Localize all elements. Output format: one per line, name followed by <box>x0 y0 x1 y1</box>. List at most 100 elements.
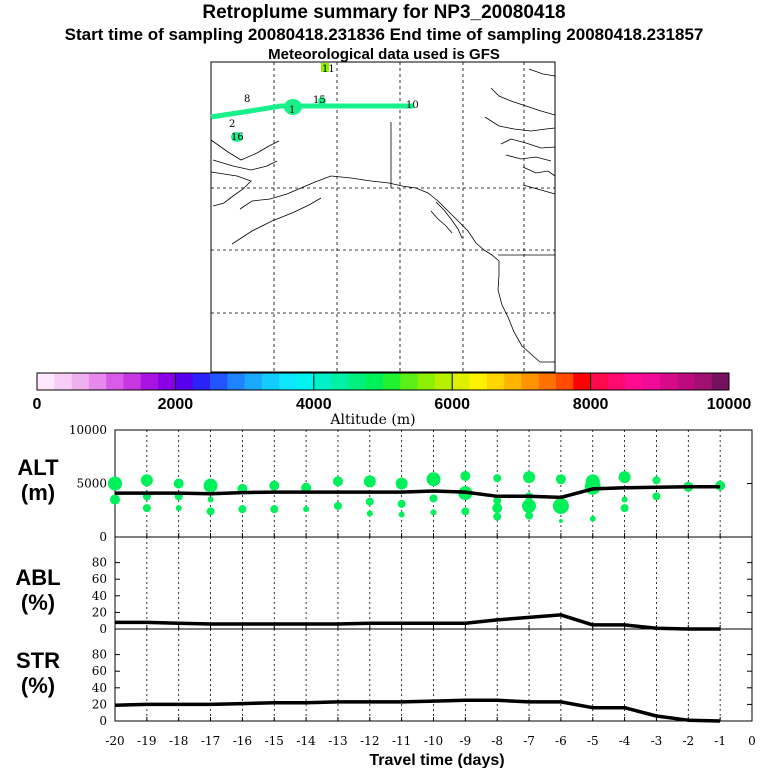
colorbar-swatch <box>348 373 366 390</box>
panel-alt: 10000 5000 0 ALT(m) <box>17 423 753 544</box>
y-tick-label: 80 <box>92 556 107 570</box>
map-day-label: 8 <box>244 94 250 105</box>
colorbar-swatch <box>677 373 695 390</box>
trajectory-map: 11 8 2 16 15 1 10 <box>210 61 556 373</box>
panel-label: ABL <box>15 565 60 590</box>
colorbar-swatch <box>434 373 453 390</box>
colorbar-swatch <box>244 373 263 390</box>
x-tick-label: -8 <box>491 734 503 748</box>
altitude-dot <box>461 507 470 516</box>
colorbar-swatch <box>538 373 557 390</box>
x-tick-label: -12 <box>360 734 379 748</box>
x-tick-label: -3 <box>651 734 663 748</box>
y-tick-label: 60 <box>92 664 107 678</box>
altitude-dot <box>552 497 569 514</box>
colorbar-swatch <box>54 373 72 390</box>
x-tick-label: -7 <box>523 734 535 748</box>
altitude-dot <box>460 471 471 482</box>
colorbar-swatch <box>210 373 228 390</box>
altitude-dot <box>493 474 502 483</box>
trajectory-blob <box>284 99 302 115</box>
altitude-dot <box>142 504 151 513</box>
altitude-dot <box>429 494 438 503</box>
colorbar-swatch <box>261 373 280 390</box>
trajectory-blob <box>318 97 326 105</box>
altitude-dot <box>269 480 280 491</box>
altitude-dot <box>492 503 503 514</box>
y-tick-label: 20 <box>92 605 107 619</box>
colorbar-swatch <box>106 373 124 390</box>
x-tick-label: -2 <box>682 734 694 748</box>
altitude-dot <box>207 496 214 503</box>
y-tick-label: 0 <box>99 714 107 728</box>
trajectory-blob <box>231 132 243 142</box>
altitude-dot <box>363 475 376 488</box>
colorbar-frame <box>36 372 730 391</box>
colorbar-swatch <box>417 373 436 390</box>
series-line-str <box>114 698 721 723</box>
colorbar-swatch <box>123 373 142 390</box>
y-tick-label: 40 <box>92 681 107 695</box>
x-tick-label: -18 <box>169 734 188 748</box>
x-tick-label: 0 <box>748 734 756 748</box>
map-day-label: 10 <box>406 100 419 111</box>
colorbar-tick-label: 6000 <box>434 396 470 413</box>
x-tick-label: -16 <box>233 734 252 748</box>
altitude-dot <box>270 505 279 514</box>
altitude-dot <box>303 506 310 513</box>
colorbar-swatch <box>175 373 193 390</box>
altitude-dot <box>430 509 437 516</box>
panel-label: ALT <box>17 455 59 480</box>
colorbar-swatch <box>140 373 159 390</box>
x-tick-label: -10 <box>424 734 443 748</box>
colorbar-swatch <box>469 373 488 390</box>
altitude-dot <box>238 505 247 514</box>
colorbar-swatch <box>625 373 643 390</box>
colorbar-swatch <box>573 373 591 390</box>
altitude-dot <box>525 511 534 520</box>
colorbar-swatch <box>296 373 315 390</box>
altitude-dot <box>555 474 566 485</box>
altitude-dot <box>652 492 661 501</box>
colorbar-swatch <box>331 373 349 390</box>
y-tick-label: 0 <box>99 622 107 636</box>
map-day-label: 15 <box>313 95 326 106</box>
y-tick-label: 60 <box>92 572 107 586</box>
series-line-abl <box>115 613 721 631</box>
colorbar-swatch <box>521 373 539 390</box>
altitude-dot <box>175 505 182 512</box>
colorbar-swatch <box>711 373 730 390</box>
y-tick-label: 80 <box>92 648 107 662</box>
y-tick-label: 5000 <box>76 477 107 491</box>
x-tick-label: -14 <box>296 734 316 748</box>
x-tick-label: -6 <box>555 734 567 748</box>
colorbar-swatch <box>192 373 211 390</box>
altitude-dot <box>332 476 343 487</box>
colorbar-swatch <box>227 373 245 390</box>
x-tick-label: -19 <box>137 734 156 748</box>
colorbar-tick-label: 10000 <box>707 396 752 413</box>
trajectory-blob <box>321 63 329 72</box>
altitude-dot <box>108 476 122 491</box>
x-tick-label: -1 <box>714 734 726 748</box>
y-tick-label: 40 <box>92 589 107 603</box>
colorbar-tick-label: 2000 <box>158 396 194 413</box>
met-data-note: Meteorological data used is GFS <box>268 46 500 63</box>
colorbar-swatch <box>365 373 384 390</box>
altitude-dot <box>140 474 153 487</box>
y-tick-label: 0 <box>99 530 107 544</box>
colorbar-swatch <box>556 373 574 390</box>
panel-label: STR <box>16 648 60 673</box>
altitude-dot <box>398 511 405 518</box>
altitude-dot <box>618 471 631 484</box>
colorbar-swatch <box>694 373 712 390</box>
trajectory-plume <box>210 63 414 142</box>
map-day-label: 1 <box>289 105 295 116</box>
map-day-label: 16 <box>231 132 244 143</box>
colorbar-swatch <box>88 373 107 390</box>
x-axis-title: Travel time (days) <box>369 752 504 768</box>
colorbar-swatch <box>590 373 609 390</box>
x-tick-label: -15 <box>265 734 284 748</box>
x-tick-label: -5 <box>587 734 599 748</box>
